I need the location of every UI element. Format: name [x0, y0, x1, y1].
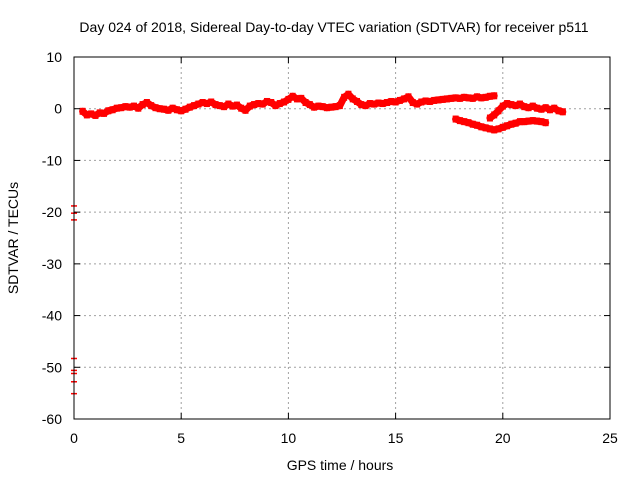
y-axis-label: SDTVAR / TECUs — [5, 182, 21, 294]
x-tick-label: 0 — [70, 430, 78, 446]
y-tick-label: 10 — [46, 49, 62, 65]
y-tick-label: -30 — [42, 256, 62, 272]
data-layer — [71, 90, 567, 395]
grid — [74, 57, 610, 419]
x-tick-label: 15 — [388, 430, 404, 446]
y-tick-label: -60 — [42, 411, 62, 427]
x-tick-label: 20 — [495, 430, 511, 446]
y-tick-label: -50 — [42, 359, 62, 375]
y-tick-label: -10 — [42, 152, 62, 168]
chart-title: Day 024 of 2018, Sidereal Day-to-day VTE… — [79, 19, 588, 35]
x-tick-label: 10 — [281, 430, 297, 446]
x-axis-label: GPS time / hours — [287, 457, 394, 473]
y-tick-label: 0 — [54, 101, 62, 117]
tick-labels: 0 5 10 15 20 25 10 0 -10 -20 -30 -40 -50 -60 — [42, 49, 618, 446]
ticks — [73, 56, 611, 420]
y-tick-label: -20 — [42, 204, 62, 220]
plot-frame — [73, 56, 611, 420]
x-tick-label: 25 — [602, 430, 618, 446]
y-tick-label: -40 — [42, 308, 62, 324]
x-tick-label: 5 — [177, 430, 185, 446]
